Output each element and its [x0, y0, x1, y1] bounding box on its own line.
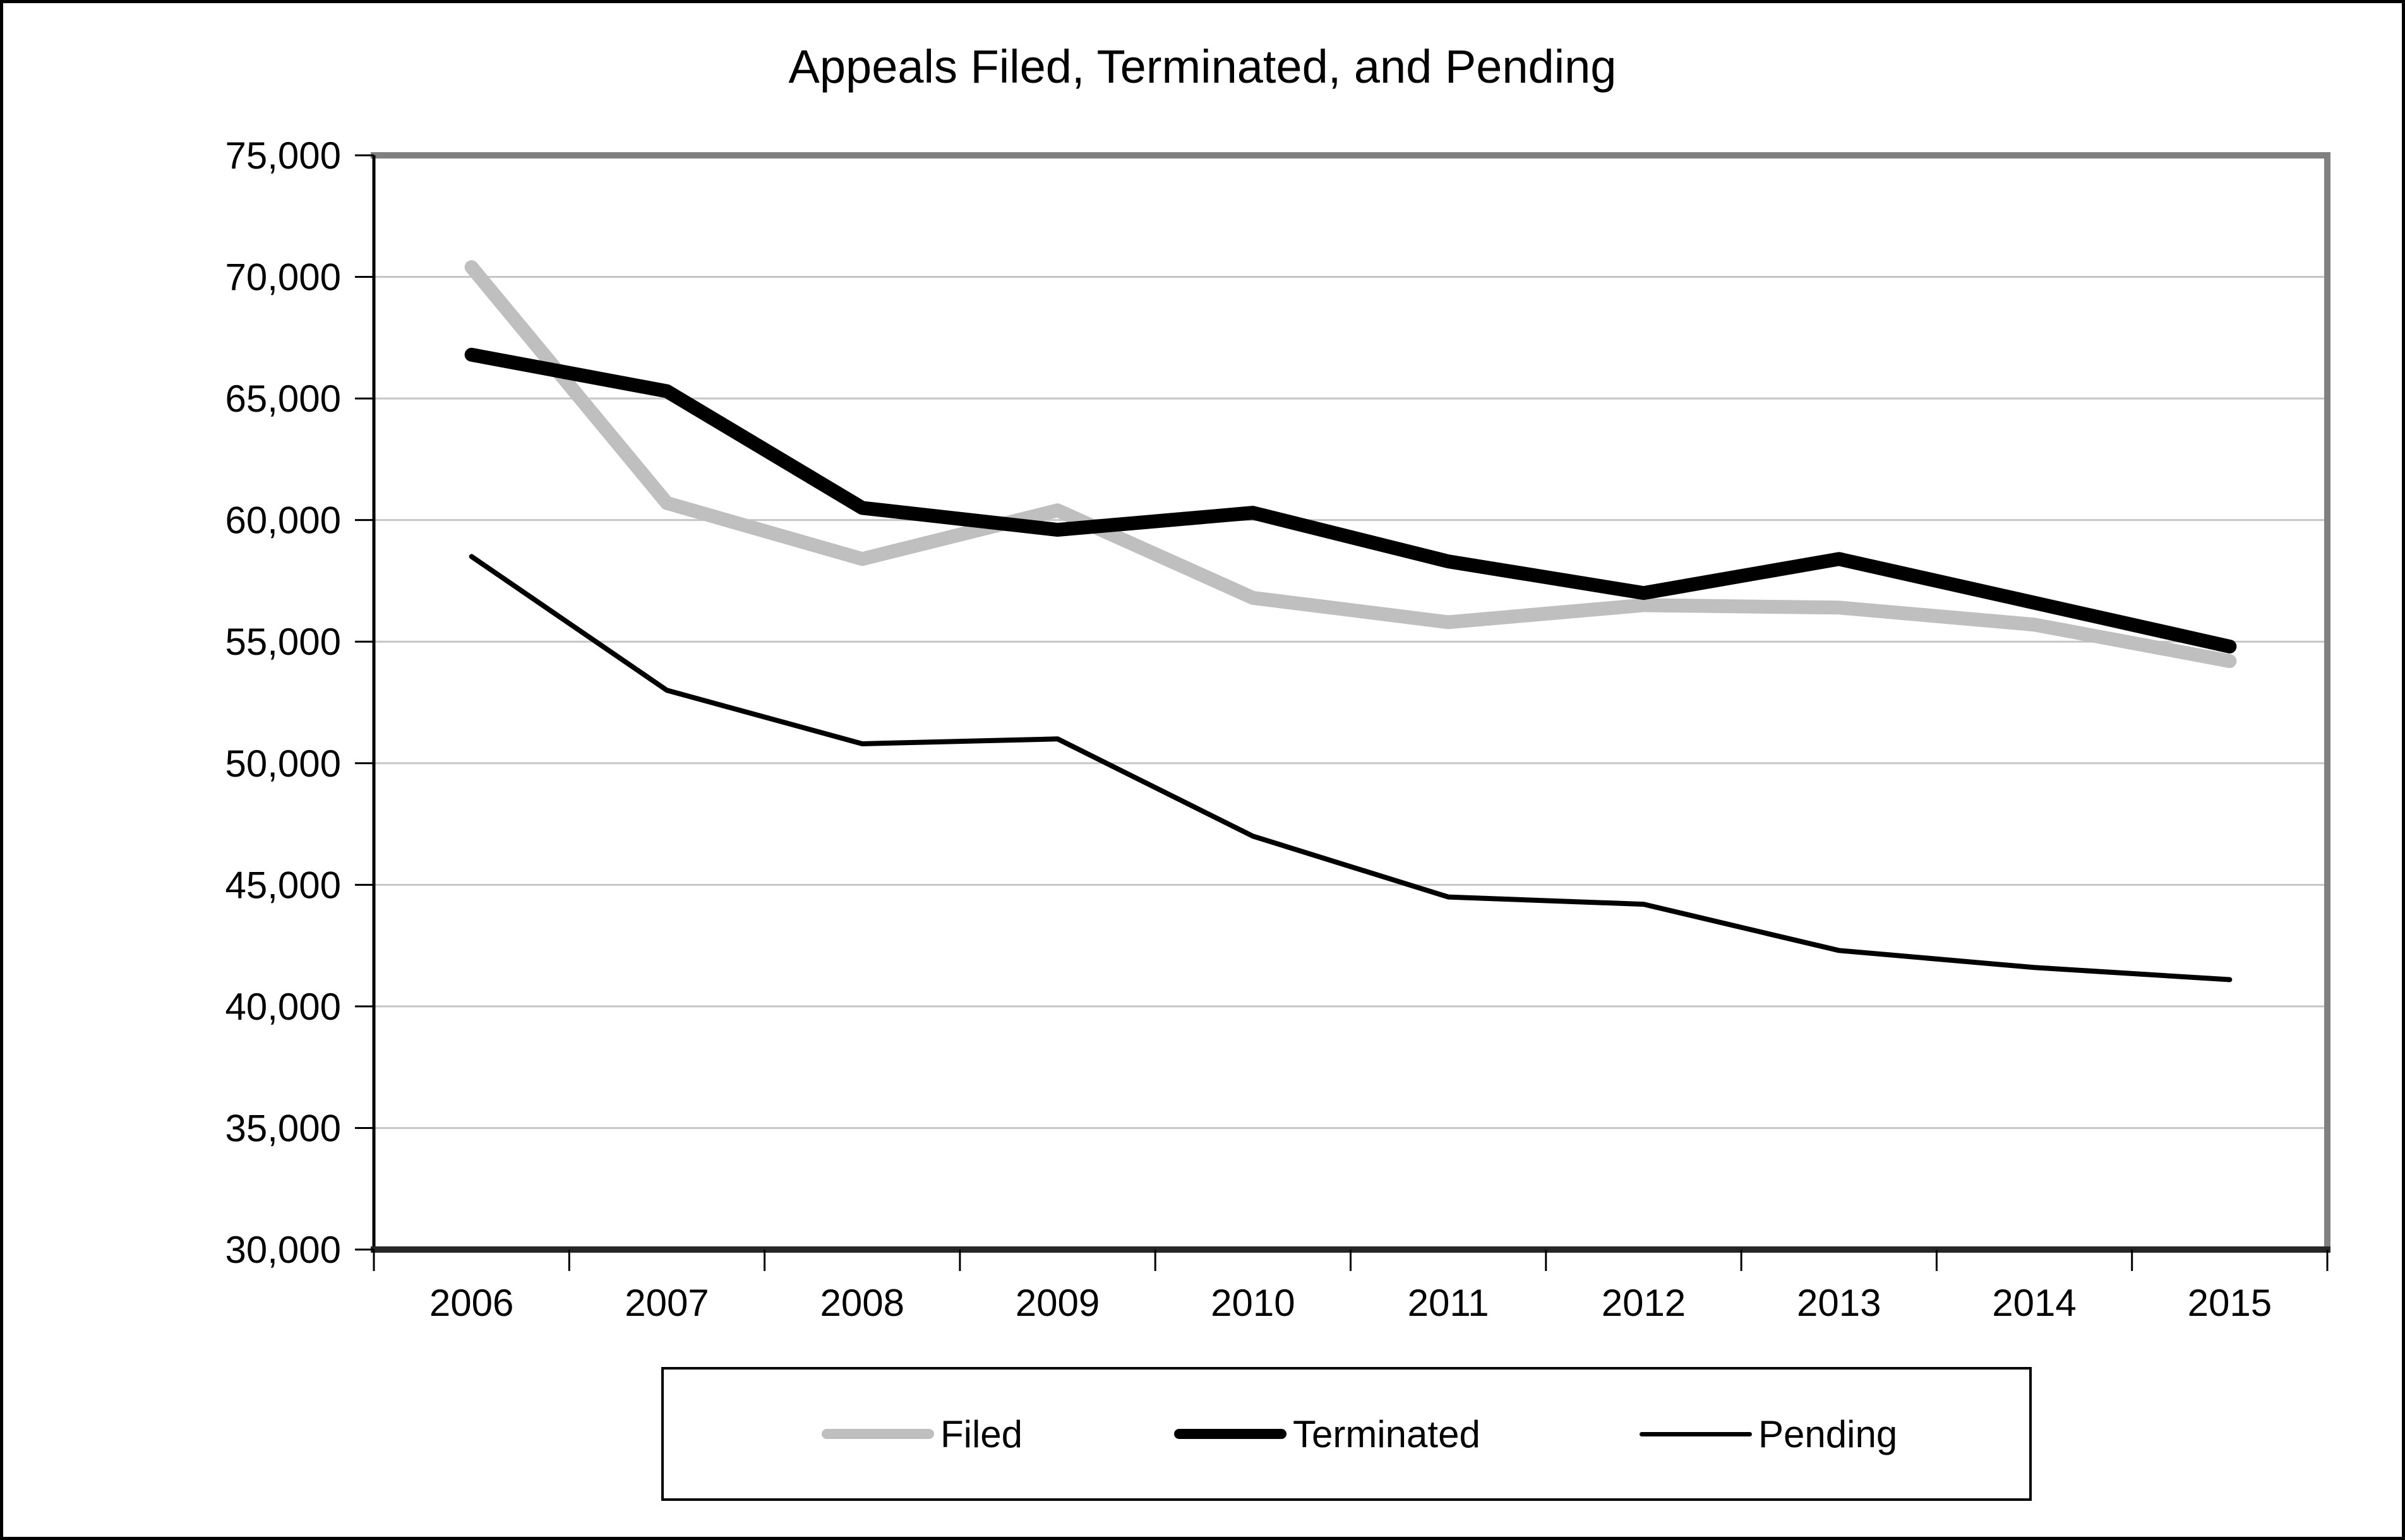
- chart-title: Appeals Filed, Terminated, and Pending: [788, 40, 1617, 93]
- y-axis-label: 55,000: [225, 621, 341, 663]
- y-axis-label: 45,000: [225, 864, 341, 906]
- series-line-filed: [464, 260, 2237, 669]
- x-axis-label: 2006: [429, 1282, 513, 1324]
- x-axis-label: 2014: [1992, 1282, 2076, 1324]
- legend-label-pending: Pending: [1758, 1412, 1898, 1455]
- x-axis-label: 2012: [1602, 1282, 1686, 1324]
- legend: Filed Terminated Pending: [661, 1367, 2032, 1501]
- legend-label-terminated: Terminated: [1293, 1412, 1480, 1455]
- y-axis-label: 65,000: [225, 378, 341, 420]
- plot-area: 30,000 35,000 40,000 45,000 50,000 55,000 60,0…: [225, 134, 2330, 1324]
- x-axis-label: 2009: [1016, 1282, 1100, 1324]
- filed-line-sample-icon: [822, 1429, 934, 1439]
- x-axis-label: 2008: [820, 1282, 904, 1324]
- legend-label-filed: Filed: [940, 1412, 1023, 1455]
- terminated-line-sample-icon: [1174, 1429, 1286, 1439]
- series-line-terminated: [464, 347, 2237, 654]
- x-axis-label: 2011: [1408, 1282, 1489, 1324]
- x-axis-label: 2013: [1797, 1282, 1881, 1324]
- y-axis-label: 40,000: [225, 986, 341, 1028]
- y-axis-label: 60,000: [225, 499, 341, 542]
- y-axis-label: 30,000: [225, 1229, 341, 1271]
- y-axis-label: 75,000: [225, 134, 341, 177]
- legend-item-filed: Filed: [822, 1370, 1023, 1498]
- legend-item-terminated: Terminated: [1174, 1370, 1480, 1498]
- x-axis-label: 2007: [625, 1282, 709, 1324]
- y-axis-label: 35,000: [225, 1107, 341, 1149]
- legend-item-pending: Pending: [1640, 1370, 1897, 1498]
- x-axis-label: 2010: [1211, 1282, 1295, 1324]
- x-axis-label: 2015: [2188, 1282, 2272, 1324]
- y-axis-label: 50,000: [225, 743, 341, 785]
- series-line-pending: [469, 554, 2233, 982]
- pending-line-sample-icon: [1640, 1431, 1752, 1436]
- y-axis-label: 70,000: [225, 256, 341, 299]
